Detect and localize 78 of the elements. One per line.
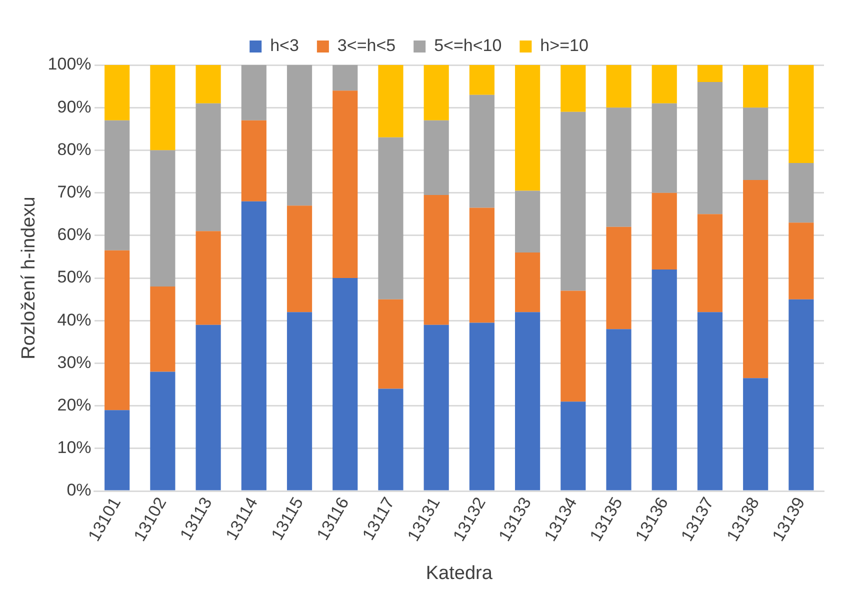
x-axis-title: Katedra: [426, 562, 493, 584]
bar: [652, 270, 677, 490]
bar: [150, 372, 176, 490]
bar: [378, 137, 404, 300]
bar: [788, 222, 814, 300]
bar: [697, 82, 723, 214]
bar: [788, 65, 814, 163]
bar: [286, 65, 312, 206]
bar: [743, 65, 768, 108]
bar: [424, 120, 449, 195]
y-tick-label: 90%: [57, 97, 92, 116]
bar: [378, 388, 404, 490]
bar: [560, 112, 586, 291]
bar: [241, 65, 266, 120]
bar: [378, 299, 404, 389]
legend-label: 5<=h<10: [434, 36, 502, 56]
legend-label: 3<=h<5: [337, 36, 396, 56]
legend-label: h>=10: [540, 36, 588, 56]
y-tick-label: 30%: [57, 352, 92, 372]
bar: [697, 65, 723, 82]
bar: [378, 65, 404, 138]
bar: [104, 250, 130, 410]
y-tick-label: 40%: [57, 310, 92, 330]
y-tick-label: 80%: [57, 140, 92, 159]
bar: [606, 65, 632, 108]
y-tick-label: 70%: [57, 182, 92, 202]
bar: [515, 65, 540, 191]
bar: [606, 226, 632, 330]
bar: [652, 103, 677, 193]
bar: [104, 410, 130, 490]
bar: [104, 120, 130, 250]
bar: [697, 312, 723, 490]
bar: [652, 192, 677, 270]
bar: [743, 180, 768, 378]
bar: [652, 65, 677, 104]
bar: [697, 214, 723, 312]
bar: [788, 299, 814, 490]
bar: [560, 290, 586, 402]
bar: [606, 108, 632, 227]
bar: [196, 65, 221, 104]
bar: [515, 190, 540, 252]
bar: [469, 208, 494, 323]
bar: [515, 312, 540, 490]
bar: [332, 65, 358, 91]
bar: [332, 90, 358, 278]
bar: [424, 65, 449, 120]
bar: [286, 206, 312, 312]
y-tick-label: 50%: [57, 268, 92, 287]
bar: [469, 322, 494, 490]
y-axis-title: Rozložení h-indexu: [18, 196, 40, 360]
y-tick-label: 0%: [66, 480, 92, 500]
bar: [241, 120, 266, 202]
bar: [515, 252, 540, 312]
y-tick-label: 100%: [48, 54, 92, 74]
bar: [332, 278, 358, 490]
bar: [150, 286, 176, 372]
bar: [424, 324, 449, 490]
bar: [560, 402, 586, 490]
bar: [196, 231, 221, 325]
bar: [424, 194, 449, 325]
y-tick-label: 20%: [57, 396, 92, 415]
y-tick-label: 60%: [57, 225, 92, 244]
bar: [104, 65, 130, 120]
bar: [150, 150, 176, 287]
bar: [241, 201, 266, 490]
bar: [469, 94, 494, 208]
bar: [788, 162, 814, 223]
y-tick-label: 10%: [57, 438, 92, 458]
bar: [606, 329, 632, 490]
bar: [469, 65, 494, 95]
bar: [196, 103, 221, 232]
bar: [196, 324, 221, 490]
bar: [286, 312, 312, 490]
bar: [743, 378, 768, 490]
bar: [560, 65, 586, 112]
bar: [743, 108, 768, 180]
legend-label: h<3: [270, 36, 299, 56]
bar: [150, 65, 176, 150]
